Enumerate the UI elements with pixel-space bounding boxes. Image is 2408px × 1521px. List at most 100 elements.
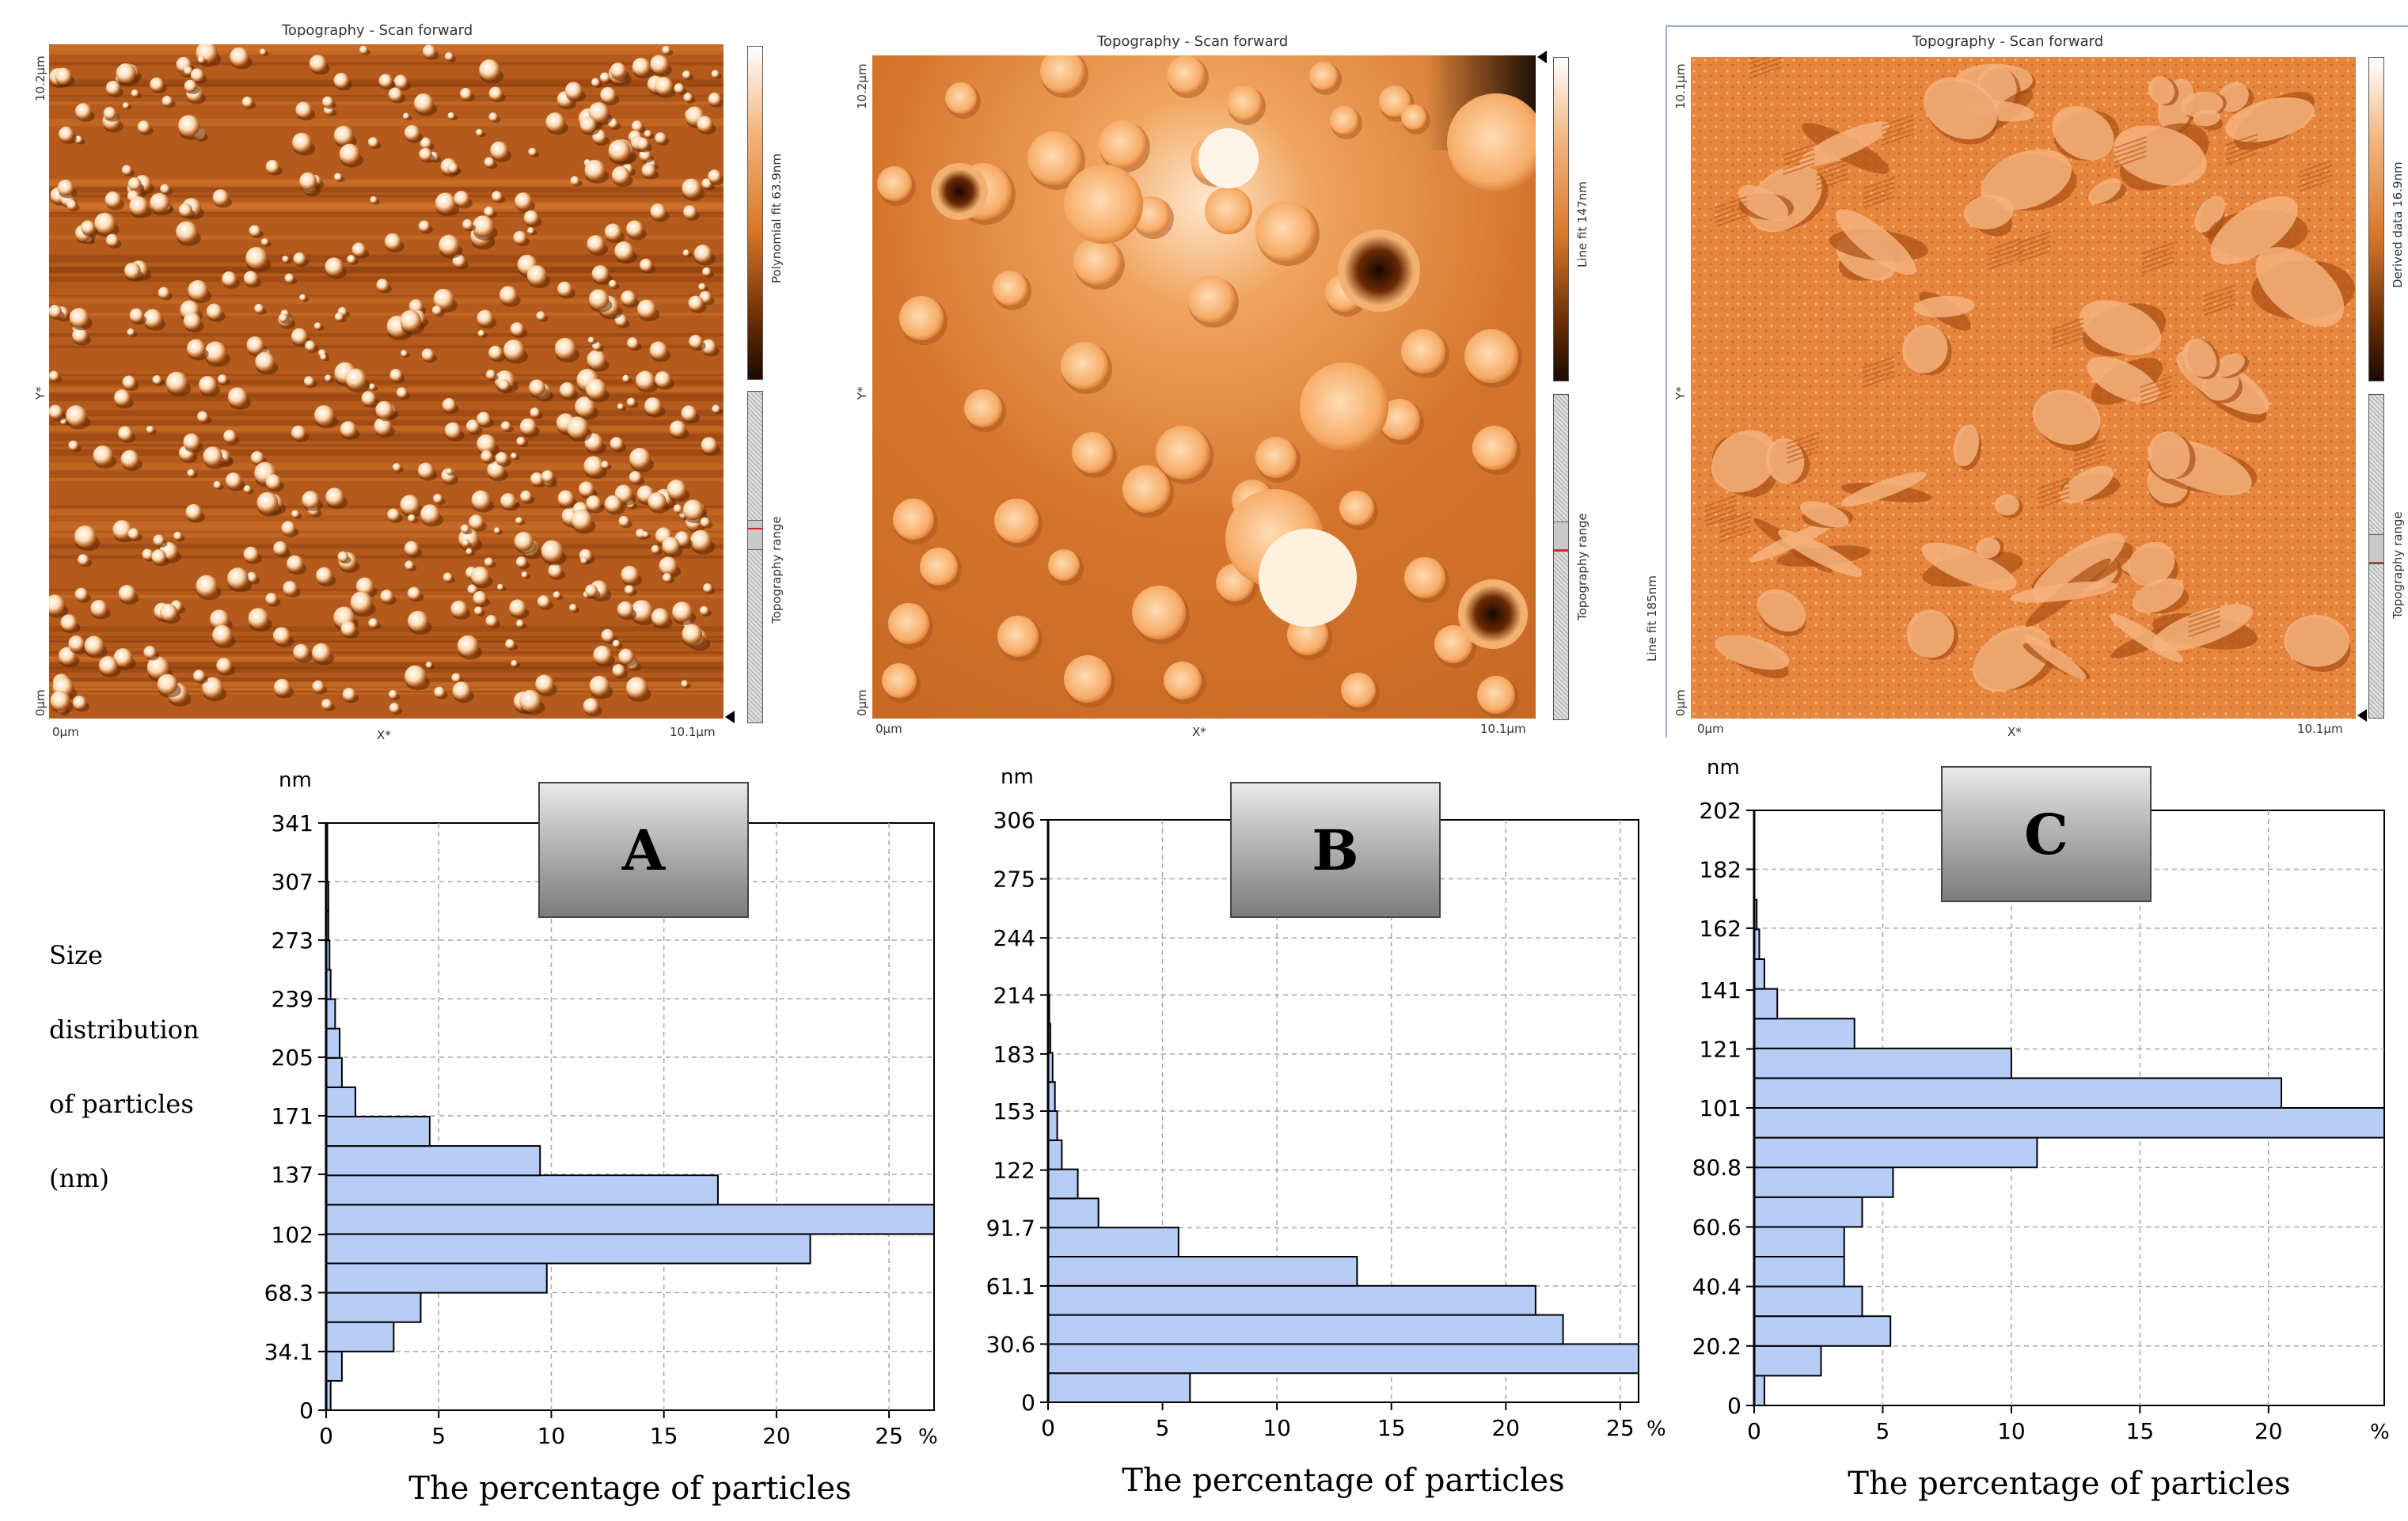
particle (127, 328, 135, 336)
particle (153, 534, 165, 546)
surface-ripple (2051, 317, 2084, 331)
afm-range-marker (2369, 563, 2383, 564)
particle (1064, 655, 1111, 703)
particle (699, 605, 709, 616)
surface-ripple (1816, 163, 1848, 176)
histogram-bar (1047, 1343, 1639, 1375)
afm-x-right-label: 10.1µm (670, 725, 716, 739)
particle (388, 689, 398, 700)
y-axis-label: nm (1707, 756, 1740, 779)
surface-ripple (2299, 160, 2332, 173)
particle (291, 425, 306, 440)
particle (493, 527, 500, 534)
afm-range-bar[interactable] (747, 391, 763, 723)
particle (1227, 85, 1262, 120)
y-tick-label: 91.7 (986, 1215, 1035, 1241)
surface-feature (1840, 472, 1927, 506)
particle (392, 463, 401, 472)
scan-streak (49, 97, 724, 101)
particle (339, 143, 360, 165)
particle (98, 656, 118, 675)
scan-streak (49, 62, 724, 66)
particle (303, 376, 314, 387)
afm-title: Topography - Scan forward (1912, 33, 2104, 50)
particle (484, 557, 494, 567)
particle (467, 584, 478, 595)
scan-streak (49, 213, 724, 219)
particle (553, 591, 561, 599)
particle (378, 74, 393, 88)
surface-feature (1711, 430, 1778, 493)
scan-streak (49, 639, 724, 647)
x-tick-label: 20 (2254, 1418, 2283, 1444)
afm-range-knob[interactable] (2369, 534, 2383, 563)
scan-streak (49, 194, 724, 198)
histogram-bar (1753, 1315, 1892, 1347)
particle (627, 337, 639, 349)
particle (203, 446, 223, 466)
particle (407, 610, 429, 632)
afm-colorbar (747, 46, 763, 380)
particle (122, 102, 130, 109)
particle (444, 51, 454, 61)
particle (131, 89, 139, 97)
particle (608, 139, 631, 162)
afm-range-bar[interactable] (1553, 394, 1569, 720)
surface-feature (2182, 339, 2217, 377)
afm-range-knob[interactable] (748, 520, 762, 550)
particle (367, 137, 378, 148)
particle (499, 286, 518, 305)
particle (216, 658, 233, 673)
particle (425, 661, 433, 669)
particle (503, 339, 525, 361)
particle (333, 73, 349, 89)
particle (157, 673, 178, 695)
particle (697, 116, 713, 132)
afm-range-bar[interactable] (2368, 394, 2384, 719)
x-tick-label: 10 (1263, 1415, 1291, 1441)
surface-ripple (1862, 370, 1895, 383)
histogram-bar (325, 1204, 935, 1235)
particle (583, 698, 599, 715)
particle (444, 422, 461, 439)
afm-x-left-label: 0µm (52, 725, 79, 739)
particle (610, 437, 624, 450)
surface-ripple (2114, 136, 2147, 149)
x-tick-label: 5 (431, 1423, 446, 1449)
particle (193, 669, 206, 682)
y-tick-label: 80.8 (1692, 1155, 1741, 1181)
surface-ripple (2114, 146, 2147, 158)
particle (477, 309, 494, 327)
surface-feature (2032, 533, 2125, 601)
surface-ripple (1787, 446, 1819, 459)
surface-feature (1778, 529, 1863, 577)
particle (345, 368, 367, 390)
y-tick-label: 40.4 (1692, 1274, 1741, 1300)
afm-panel-b: Topography - Scan forward 10.2µm Y* 0µm (831, 0, 1623, 752)
y-tick-label: 182 (1700, 856, 1741, 882)
particle (227, 387, 248, 408)
particle (178, 203, 192, 217)
surface-feature (1835, 209, 1916, 275)
particle (632, 57, 651, 76)
scan-streak (49, 533, 724, 538)
surface-ripple (1862, 366, 1895, 378)
x-tick-label: 0 (1747, 1418, 1761, 1444)
particle (702, 267, 712, 277)
particle (1027, 131, 1081, 185)
particle (118, 584, 136, 602)
particle (93, 445, 113, 466)
particle (49, 404, 63, 419)
y-tick-label: 34.1 (264, 1339, 313, 1365)
scan-streak (49, 267, 724, 271)
particle (59, 126, 74, 142)
particle (94, 212, 116, 234)
particle (396, 387, 408, 398)
afm-range-knob[interactable] (1554, 522, 1568, 550)
particle (610, 63, 626, 79)
particle (72, 327, 89, 343)
particle (648, 492, 667, 511)
particle (451, 673, 461, 683)
histogram-bar (1753, 1196, 1863, 1228)
particle (249, 225, 261, 237)
